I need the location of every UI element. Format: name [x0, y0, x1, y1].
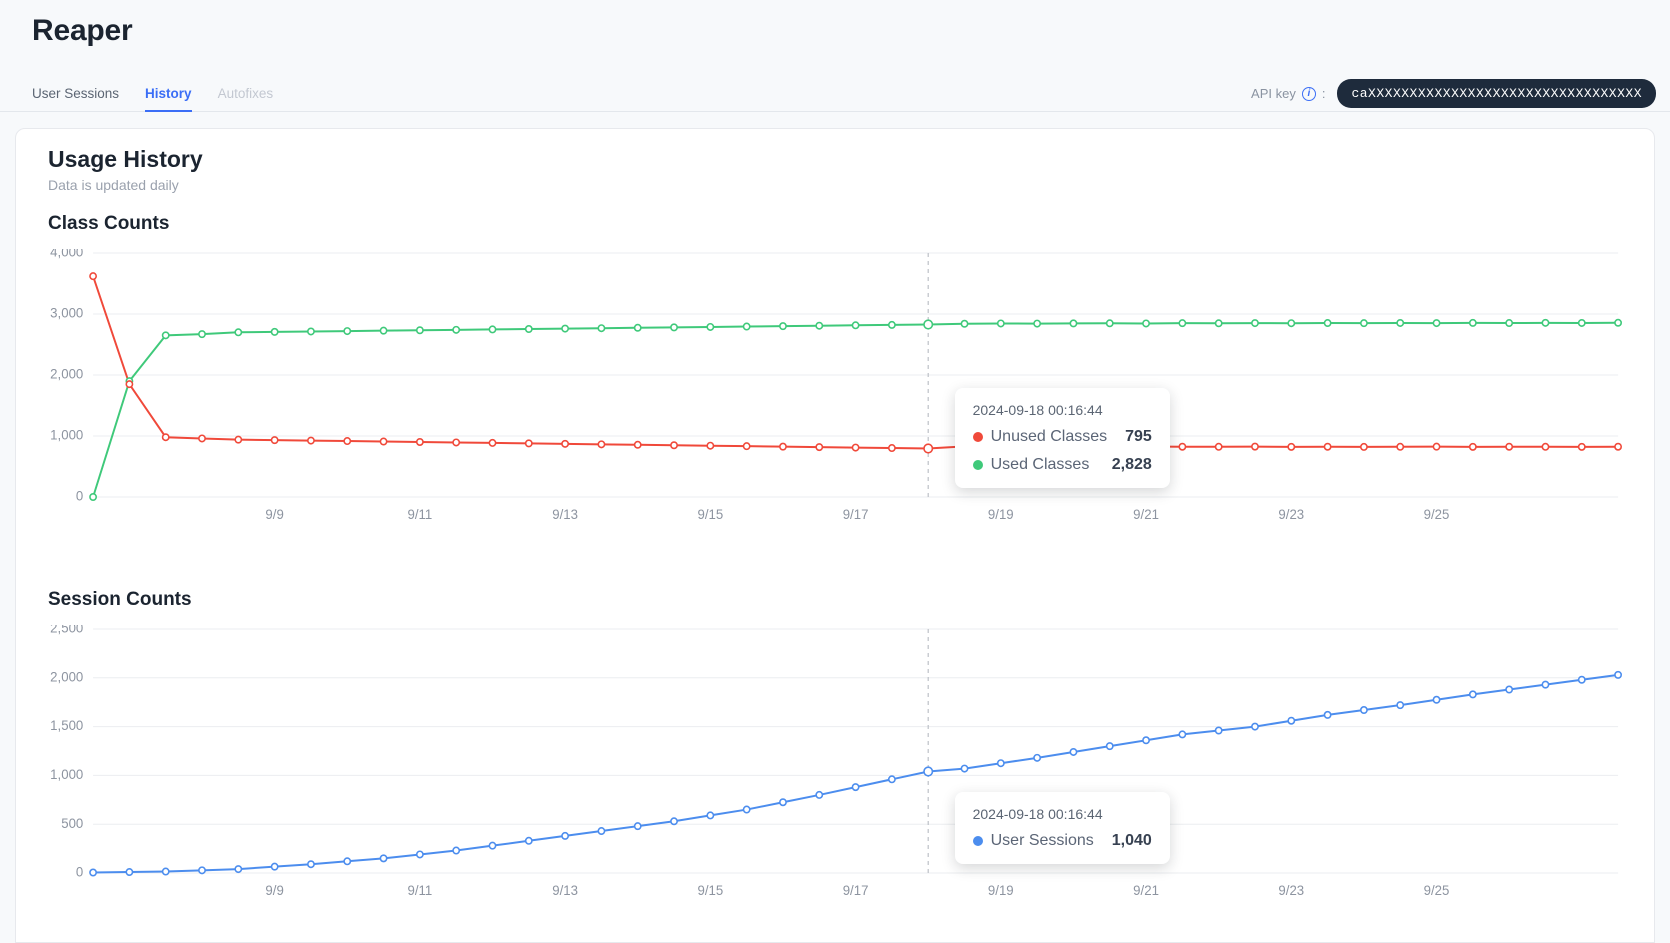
svg-text:4,000: 4,000 — [50, 249, 83, 260]
svg-text:9/25: 9/25 — [1424, 883, 1450, 898]
svg-text:1,000: 1,000 — [50, 427, 83, 442]
svg-text:0: 0 — [76, 864, 83, 879]
svg-text:9/19: 9/19 — [988, 883, 1014, 898]
svg-text:9/9: 9/9 — [265, 507, 283, 522]
svg-text:9/17: 9/17 — [843, 883, 869, 898]
svg-text:9/15: 9/15 — [697, 507, 723, 522]
svg-text:9/13: 9/13 — [552, 507, 578, 522]
svg-text:9/23: 9/23 — [1278, 507, 1304, 522]
svg-text:0: 0 — [76, 488, 83, 503]
svg-text:500: 500 — [61, 816, 83, 831]
svg-text:2,500: 2,500 — [50, 625, 83, 636]
svg-text:9/21: 9/21 — [1133, 507, 1159, 522]
svg-text:1,000: 1,000 — [50, 767, 83, 782]
svg-text:1,500: 1,500 — [50, 718, 83, 733]
svg-text:9/15: 9/15 — [697, 883, 723, 898]
svg-text:9/25: 9/25 — [1424, 507, 1450, 522]
svg-text:9/21: 9/21 — [1133, 883, 1159, 898]
svg-text:9/11: 9/11 — [407, 507, 432, 522]
svg-text:9/11: 9/11 — [407, 883, 432, 898]
svg-text:9/13: 9/13 — [552, 883, 578, 898]
svg-text:9/17: 9/17 — [843, 507, 869, 522]
svg-text:9/23: 9/23 — [1278, 883, 1304, 898]
svg-text:3,000: 3,000 — [50, 305, 83, 320]
svg-text:2,000: 2,000 — [50, 366, 83, 381]
svg-text:9/9: 9/9 — [265, 883, 283, 898]
svg-text:2,000: 2,000 — [50, 669, 83, 684]
svg-text:9/19: 9/19 — [988, 507, 1014, 522]
